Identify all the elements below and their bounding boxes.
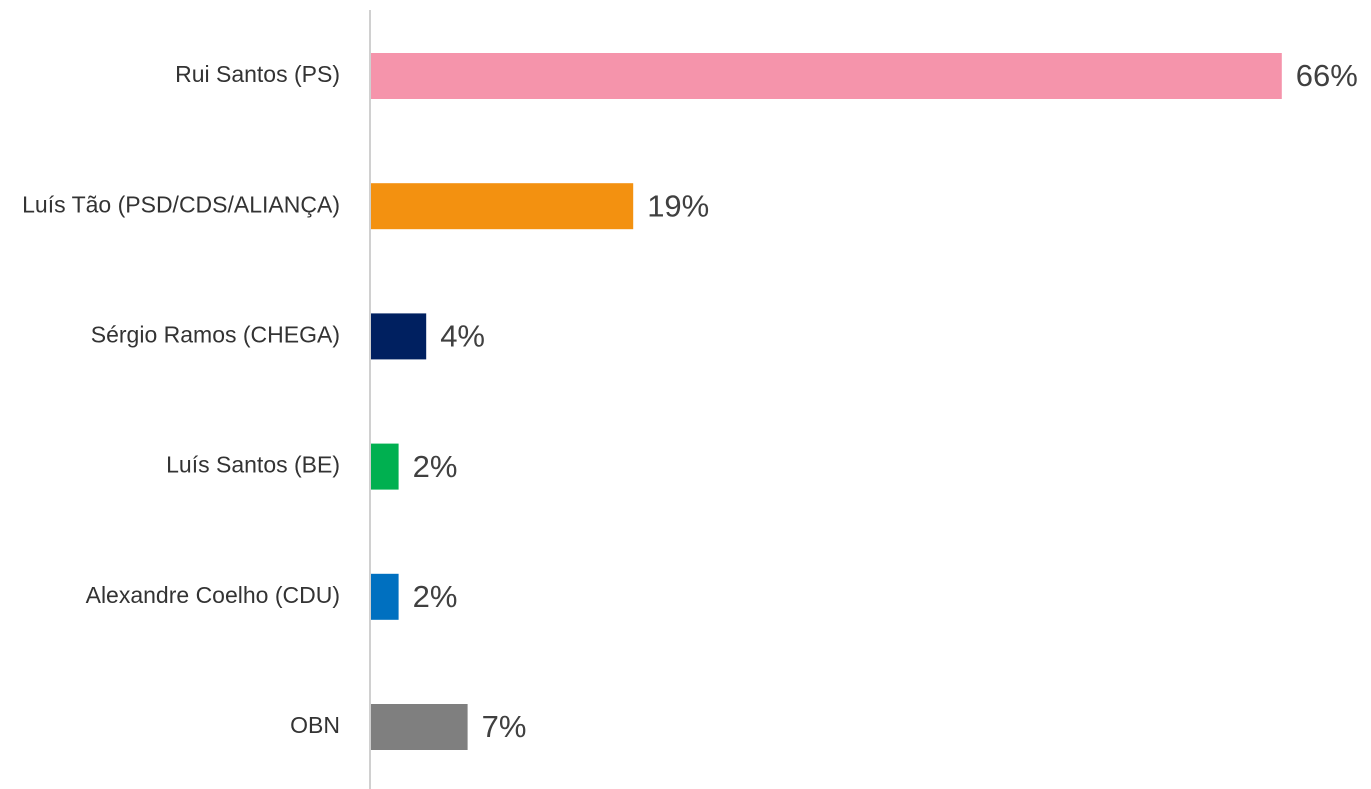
bar xyxy=(371,573,399,620)
bar xyxy=(371,443,399,490)
bar xyxy=(371,183,634,230)
category-label: Sérgio Ramos (CHEGA) xyxy=(91,321,340,347)
value-label: 19% xyxy=(647,188,709,223)
category-label: Luís Tão (PSD/CDS/ALIANÇA) xyxy=(22,191,340,217)
bar xyxy=(371,704,468,750)
value-label: 2% xyxy=(413,579,458,614)
category-label: Luís Santos (BE) xyxy=(166,452,340,478)
category-label: Alexandre Coelho (CDU) xyxy=(86,582,340,608)
bar xyxy=(371,313,427,360)
category-label: OBN xyxy=(290,712,340,738)
value-label: 66% xyxy=(1296,58,1358,93)
value-label: 2% xyxy=(413,449,458,484)
category-label: Rui Santos (PS) xyxy=(175,61,340,87)
value-label: 7% xyxy=(482,709,527,744)
bar xyxy=(371,53,1282,99)
value-label: 4% xyxy=(440,319,485,354)
